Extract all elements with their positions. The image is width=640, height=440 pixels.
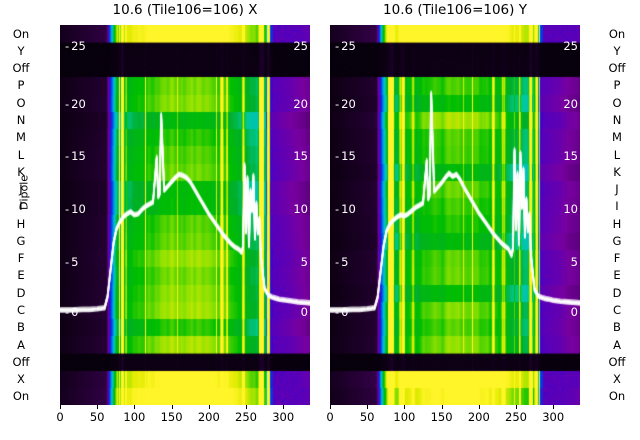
category-label-left-l: L (17, 147, 25, 162)
category-label-right-h: H (612, 216, 622, 231)
category-label-left-o: O (16, 95, 26, 110)
x-tick-label-left-200: 200 (197, 410, 220, 424)
x-tick-right-0 (330, 405, 331, 409)
x-tick-label-left-50: 50 (89, 410, 105, 424)
category-label-left-on: On (12, 26, 30, 41)
x-tick-label-left-0: 0 (56, 410, 64, 424)
category-label-left-m: M (16, 130, 26, 145)
category-label-right-k: K (613, 164, 621, 179)
category-label-left-c: C (16, 303, 26, 317)
category-axis-left: On Y Off P O N M L K J I H G F E D C B A Off X On (4, 25, 38, 405)
category-label-left-on: On (12, 389, 30, 404)
category-label-right-y: Y (613, 43, 621, 58)
x-axis-left: 0 50 100 150 200 250 300 (56, 405, 310, 435)
category-label-right-g: G (612, 233, 622, 248)
panel-x: 10.6 (Tile106=106) X -25 25-20 20-15 15-10 1… (60, 2, 310, 405)
category-axis-right: On Y Off P O N M L K J I H G F E D C B A Off X On (600, 25, 634, 405)
panel-y-spectrogram[interactable] (330, 25, 580, 405)
x-tick-left-50 (97, 405, 99, 409)
x-tick-label-right-50: 50 (359, 410, 375, 424)
panel-y-title: 10.6 (Tile106=106) Y (383, 2, 527, 18)
category-label-right-on: On (608, 26, 626, 41)
panel-y: 10.6 (Tile106=106) Y -25 25-20 20-15 15-10 1… (330, 2, 580, 405)
x-tick-left-0 (60, 405, 61, 409)
x-tick-right-100 (404, 405, 406, 409)
category-label-left-f: F (17, 251, 25, 266)
x-tick-label-left-100: 100 (123, 410, 146, 424)
x-tick-left-250 (246, 405, 247, 409)
x-tick-label-left-150: 150 (160, 410, 183, 424)
x-tick-label-right-150: 150 (430, 410, 453, 424)
category-label-left-y: Y (17, 43, 25, 58)
category-label-left-off: Off (12, 61, 30, 76)
category-label-left-h: H (16, 216, 26, 231)
panel-x-title: 10.6 (Tile106=106) X (112, 2, 258, 18)
category-label-right-on: On (608, 389, 626, 404)
category-label-right-e: E (613, 268, 621, 283)
x-tick-left-300 (283, 405, 285, 409)
x-axis-right: 0 50 100 150 200 250 300 (326, 405, 580, 435)
category-label-right-o: O (612, 95, 622, 110)
panel-x-spectrogram[interactable] (60, 25, 310, 405)
category-label-left-e: E (17, 268, 25, 283)
category-label-left-p: P (17, 78, 25, 93)
x-tick-right-300 (553, 405, 555, 409)
category-label-left-off: Off (12, 354, 30, 369)
x-tick-label-right-200: 200 (467, 410, 490, 424)
category-label-right-b: B (613, 320, 621, 335)
category-label-left-i: I (19, 199, 23, 214)
x-tick-label-left-250: 250 (235, 410, 257, 424)
x-tick-label-right-250: 250 (505, 410, 527, 424)
panel-y-axes[interactable]: -25 25-20 20-15 15-10 10-5 5-0 0 (330, 25, 580, 405)
x-tick-right-250 (516, 405, 517, 409)
category-label-left-a: A (17, 337, 25, 352)
category-label-left-g: G (16, 233, 26, 248)
category-label-left-j: J (19, 182, 23, 197)
category-label-right-i: I (615, 199, 619, 214)
x-tick-right-50 (367, 405, 369, 409)
x-tick-label-right-0: 0 (326, 410, 334, 424)
category-label-left-x: X (17, 372, 25, 387)
x-tick-label-right-300: 300 (542, 410, 565, 424)
x-tick-left-100 (134, 405, 136, 409)
x-tick-left-150 (171, 405, 173, 409)
category-label-right-n: N (612, 113, 622, 127)
x-tick-label-left-300: 300 (272, 410, 295, 424)
category-label-right-a: A (613, 337, 621, 352)
category-label-left-k: K (17, 164, 25, 179)
category-label-right-m: M (612, 130, 622, 145)
x-tick-label-right-100: 100 (393, 410, 416, 424)
category-label-left-n: N (16, 113, 26, 127)
x-tick-left-200 (208, 405, 210, 409)
x-tick-right-200 (478, 405, 480, 409)
category-label-right-l: L (613, 147, 621, 162)
category-label-right-off: Off (608, 61, 626, 76)
category-label-right-off: Off (608, 354, 626, 369)
category-label-left-d: D (16, 285, 26, 300)
category-label-right-j: J (615, 182, 619, 197)
category-label-left-b: B (17, 320, 25, 335)
panel-x-axes[interactable]: -25 25-20 20-15 15-10 10-5 5-0 0 (60, 25, 310, 405)
x-tick-right-150 (441, 405, 443, 409)
category-label-right-c: C (612, 303, 622, 317)
category-label-right-f: F (613, 251, 621, 266)
category-label-right-x: X (613, 372, 621, 387)
category-label-right-d: D (612, 285, 622, 300)
category-label-right-p: P (613, 78, 621, 93)
